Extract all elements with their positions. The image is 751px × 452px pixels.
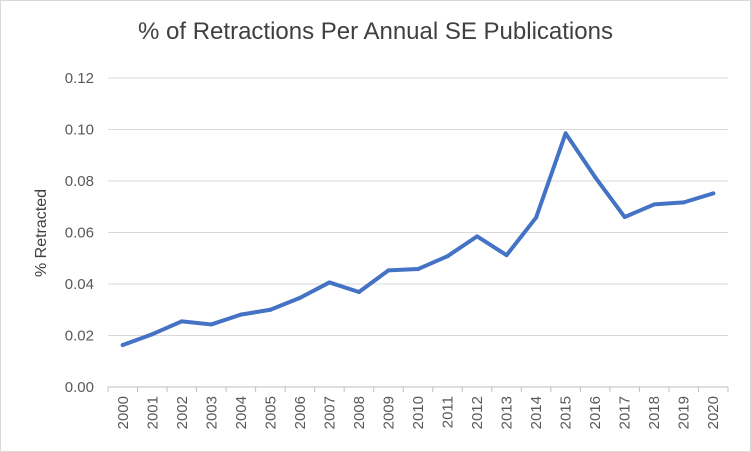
data-point	[179, 319, 184, 324]
x-tick-label: 2007	[321, 396, 338, 429]
data-point	[711, 191, 716, 196]
data-point	[475, 234, 480, 239]
data-point	[297, 295, 302, 300]
x-tick-label: 2004	[233, 396, 250, 429]
axes	[107, 386, 729, 392]
x-tick-label: 2008	[351, 396, 368, 429]
x-tick-label: 2009	[380, 396, 397, 429]
y-tick-label: 0.12	[65, 70, 94, 87]
x-tick-label: 2010	[410, 396, 427, 429]
x-tick-label: 2000	[115, 396, 132, 429]
x-tick-labels: 2000 2001 2002 2003 2004 2005 2006 2007 2008 2009…	[115, 396, 722, 429]
x-tick-label: 2017	[617, 396, 634, 429]
x-tick-label: 2014	[528, 396, 545, 429]
data-point	[593, 175, 598, 180]
data-point	[445, 254, 450, 259]
x-tick-label: 2015	[558, 396, 575, 429]
chart-title: % of Retractions Per Annual SE Publicati…	[138, 18, 613, 45]
x-tick-label: 2016	[587, 396, 604, 429]
data-point	[209, 322, 214, 327]
data-point	[150, 332, 155, 337]
x-tick-label: 2012	[469, 396, 486, 429]
data-point	[356, 289, 361, 294]
data-point	[504, 253, 509, 258]
data-point	[416, 267, 420, 272]
y-tick-label: 0.06	[65, 225, 94, 242]
y-tick-label: 0.02	[65, 328, 94, 345]
data-point	[563, 131, 568, 136]
x-tick-label: 2005	[262, 396, 279, 429]
x-tick-label: 2020	[705, 396, 722, 429]
x-tick-label: 2011	[440, 396, 457, 428]
data-point	[386, 268, 391, 273]
x-tick-label: 2013	[499, 396, 516, 429]
y-tick-label: 0.00	[65, 379, 94, 396]
x-tick-label: 2001	[144, 396, 161, 429]
series-layer	[120, 131, 716, 348]
series-line	[120, 131, 716, 348]
x-tick-label: 2006	[292, 396, 309, 429]
x-tick-label: 2003	[203, 396, 220, 429]
y-tick-labels: 0.00 0.02 0.04 0.06 0.08 0.10 0.12	[65, 70, 94, 396]
data-point	[534, 215, 539, 220]
data-point	[268, 307, 273, 312]
y-tick-label: 0.10	[65, 122, 94, 139]
data-point	[238, 312, 243, 317]
x-tick-label: 2002	[174, 396, 191, 429]
x-tick-label: 2019	[676, 396, 693, 429]
data-point	[327, 280, 332, 285]
data-point	[622, 215, 627, 220]
y-tick-label: 0.04	[65, 276, 94, 293]
gridlines	[108, 77, 728, 336]
y-axis-title: % Retracted	[33, 189, 50, 277]
data-point	[120, 343, 125, 348]
data-point	[652, 202, 657, 207]
data-point	[681, 200, 686, 205]
y-tick-label: 0.08	[65, 173, 94, 190]
x-tick-label: 2018	[646, 396, 663, 429]
